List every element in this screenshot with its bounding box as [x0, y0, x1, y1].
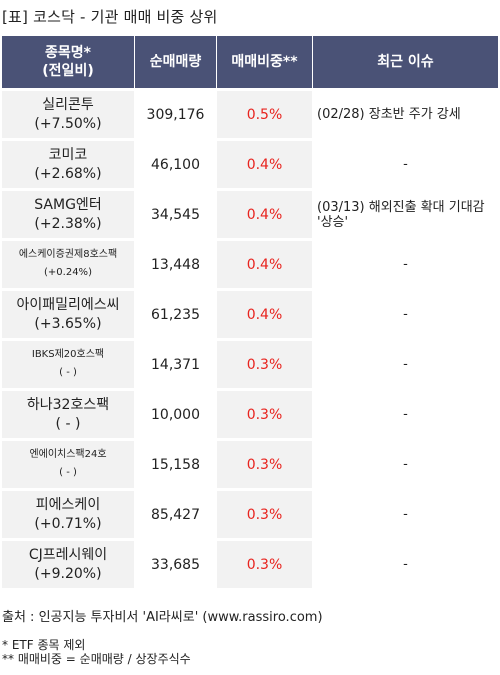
- recent-issue: -: [313, 288, 498, 338]
- stock-change: (+7.50%): [34, 115, 102, 132]
- stock-change: (+2.38%): [34, 215, 102, 232]
- net-volume: 13,448: [135, 238, 217, 288]
- stock-change: (+3.65%): [34, 315, 102, 332]
- stock-name: 에스케이증권제8호스팩: [18, 249, 118, 260]
- stock-name: 아이패밀리에스씨: [16, 296, 120, 313]
- table-row: 하나32호스팩 ( - ) 10,000 0.3% -: [2, 388, 498, 438]
- stock-name: 피에스케이: [35, 496, 101, 513]
- table-row: CJ프레시웨이 (+9.20%) 33,685 0.3% -: [2, 538, 498, 588]
- trade-ratio: 0.5%: [217, 88, 313, 138]
- stock-name-cell: CJ프레시웨이 (+9.20%): [2, 538, 135, 588]
- table-row: 아이패밀리에스씨 (+3.65%) 61,235 0.4% -: [2, 288, 498, 338]
- recent-issue: -: [313, 438, 498, 488]
- table-row: SAMG엔터 (+2.38%) 34,545 0.4% (03/13) 해외진출 …: [2, 188, 498, 238]
- stock-name-cell: 아이패밀리에스씨 (+3.65%): [2, 288, 135, 338]
- stock-change: (+2.68%): [34, 165, 102, 182]
- header-issue: 최근 이슈: [313, 36, 498, 88]
- footnote-ratio: ** 매매비중 = 순매매량 / 상장주식수: [2, 652, 191, 666]
- trade-ratio: 0.3%: [217, 388, 313, 438]
- recent-issue: -: [313, 538, 498, 588]
- table-row: IBKS제20호스팩 ( - ) 14,371 0.3% -: [2, 338, 498, 388]
- table-row: 엔에이치스팩24호 ( - ) 15,158 0.3% -: [2, 438, 498, 488]
- header-name: 종목명* (전일비): [2, 36, 135, 88]
- stock-change: (+0.24%): [44, 267, 92, 278]
- trade-ratio: 0.4%: [217, 188, 313, 238]
- recent-issue: -: [313, 238, 498, 288]
- footnotes: * ETF 종목 제외 ** 매매비중 = 순매매량 / 상장주식수: [2, 638, 191, 666]
- trade-ratio: 0.4%: [217, 238, 313, 288]
- recent-issue: -: [313, 138, 498, 188]
- table-title: [표] 코스닥 - 기관 매매 비중 상위: [2, 8, 218, 26]
- net-volume: 61,235: [135, 288, 217, 338]
- stock-name: IBKS제20호스팩: [31, 349, 105, 360]
- stock-name-cell: 피에스케이 (+0.71%): [2, 488, 135, 538]
- stock-change: ( - ): [55, 415, 81, 432]
- recent-issue: (02/28) 장초반 주가 강세: [313, 88, 498, 138]
- recent-issue: -: [313, 338, 498, 388]
- recent-issue: -: [313, 388, 498, 438]
- table-row: 에스케이증권제8호스팩 (+0.24%) 13,448 0.4% -: [2, 238, 498, 288]
- stock-name-cell: 실리콘투 (+7.50%): [2, 88, 135, 138]
- stock-name: 엔에이치스팩24호: [29, 449, 107, 460]
- stock-name-cell: 코미코 (+2.68%): [2, 138, 135, 188]
- source-text: 출처 : 인공지능 투자비서 'AI라씨로' (www.rassiro.com): [2, 610, 323, 625]
- table-row: 피에스케이 (+0.71%) 85,427 0.3% -: [2, 488, 498, 538]
- stock-name-cell: 엔에이치스팩24호 ( - ): [2, 438, 135, 488]
- trade-ratio: 0.3%: [217, 338, 313, 388]
- stock-name-cell: 하나32호스팩 ( - ): [2, 388, 135, 438]
- stock-change: ( - ): [59, 367, 77, 378]
- net-volume: 34,545: [135, 188, 217, 238]
- footnote-etf: * ETF 종목 제외: [2, 638, 86, 652]
- trade-ratio: 0.4%: [217, 138, 313, 188]
- header-volume: 순매매량: [135, 36, 217, 88]
- stock-name-cell: IBKS제20호스팩 ( - ): [2, 338, 135, 388]
- trade-ratio: 0.3%: [217, 488, 313, 538]
- net-volume: 85,427: [135, 488, 217, 538]
- net-volume: 14,371: [135, 338, 217, 388]
- stock-change: (+9.20%): [34, 565, 102, 582]
- net-volume: 33,685: [135, 538, 217, 588]
- table-row: 코미코 (+2.68%) 46,100 0.4% -: [2, 138, 498, 188]
- table-row: 실리콘투 (+7.50%) 309,176 0.5% (02/28) 장초반 주가…: [2, 88, 498, 138]
- header-name-line1: 종목명*: [45, 45, 91, 61]
- stock-name: 하나32호스팩: [26, 396, 110, 413]
- stock-change: ( - ): [59, 467, 77, 478]
- stock-name: 코미코: [48, 146, 88, 163]
- net-volume: 15,158: [135, 438, 217, 488]
- header-ratio: 매매비중**: [217, 36, 313, 88]
- net-volume: 10,000: [135, 388, 217, 438]
- stock-name-cell: SAMG엔터 (+2.38%): [2, 188, 135, 238]
- trade-ratio: 0.4%: [217, 288, 313, 338]
- stock-change: (+0.71%): [34, 515, 102, 532]
- stock-name: SAMG엔터: [34, 196, 102, 213]
- header-name-line2: (전일비): [42, 63, 94, 79]
- recent-issue: (03/13) 해외진출 확대 기대감 '상승': [313, 188, 498, 238]
- stock-name: CJ프레시웨이: [28, 546, 108, 563]
- stock-name-cell: 에스케이증권제8호스팩 (+0.24%): [2, 238, 135, 288]
- ranking-table: 종목명* (전일비) 순매매량 매매비중** 최근 이슈 실리콘투 (+7.50%…: [2, 36, 498, 588]
- header-row: 종목명* (전일비) 순매매량 매매비중** 최근 이슈: [2, 36, 498, 88]
- stock-name: 실리콘투: [42, 96, 94, 113]
- trade-ratio: 0.3%: [217, 538, 313, 588]
- net-volume: 309,176: [135, 88, 217, 138]
- net-volume: 46,100: [135, 138, 217, 188]
- recent-issue: -: [313, 488, 498, 538]
- trade-ratio: 0.3%: [217, 438, 313, 488]
